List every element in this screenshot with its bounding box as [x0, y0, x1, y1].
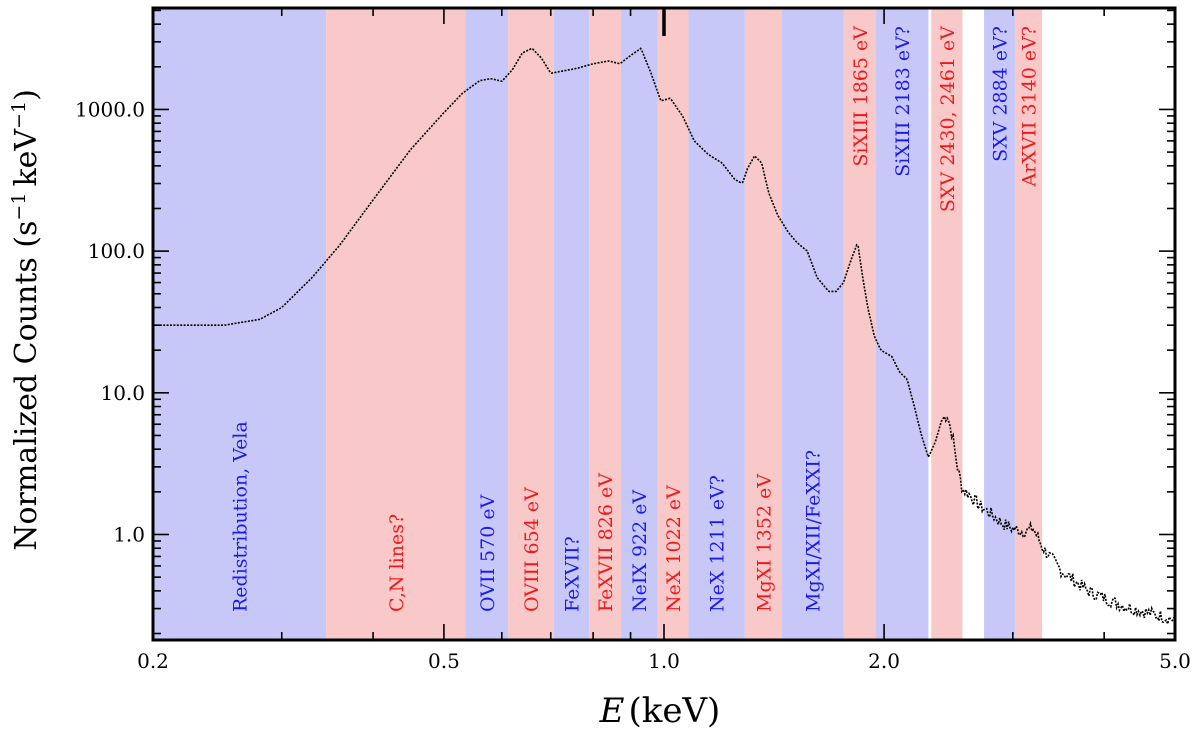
x-axis-variable: E: [599, 691, 625, 731]
band-label-7: NeX 1022 eV: [663, 485, 685, 612]
band-label-10: MgXI/XII/FeXXI?: [803, 450, 825, 612]
band-label-8: NeX 1211 eV?: [707, 475, 729, 612]
band-red-7: [657, 8, 689, 640]
tick-labels: 0.2 0.5 1.0 2.0 5.0 1.0 10.0 100.0 1000.0: [75, 97, 1191, 673]
band-label-4: FeXVII?: [562, 536, 584, 612]
y-tick-label: 1.0: [113, 522, 145, 546]
y-axis-title: Normalized Counts (s−1keV−1): [8, 89, 44, 551]
band-red-9: [744, 8, 782, 640]
x-tick-label: 0.2: [137, 649, 169, 673]
band-red-5: [589, 8, 621, 640]
band-blue-8: [688, 8, 745, 640]
band-label-3: OVIII 654 eV: [521, 487, 543, 612]
y-tick-label: 100.0: [88, 239, 145, 263]
band-label-9: MgXI 1352 eV: [753, 474, 775, 612]
band-label-11: SiXIII 1865 eV: [850, 26, 872, 167]
band-label-14: SXV 2884 eV?: [989, 26, 1011, 162]
x-axis-unit: (keV): [629, 691, 721, 731]
y-axis-exponent-2: −1: [8, 101, 30, 129]
y-axis-close: ): [9, 89, 44, 101]
band-label-1: C,N lines?: [386, 514, 408, 612]
band-label-5: FeXVII 826 eV: [595, 473, 617, 612]
x-tick-label: 1.0: [648, 649, 680, 673]
x-tick-label: 5.0: [1159, 649, 1191, 673]
band-blue-10: [781, 8, 844, 640]
band-label-12: SiXIII 2183 eV?: [892, 26, 914, 177]
band-blue-4: [553, 8, 590, 640]
band-red-11: [843, 8, 877, 640]
band-label-15: ArXVII 3140 eV?: [1019, 26, 1041, 188]
band-label-13: SXV 2430, 2461 eV: [937, 26, 959, 212]
x-tick-label: 0.5: [428, 649, 460, 673]
band-blue-14: [984, 8, 1015, 640]
y-axis-exponent-1: −1: [8, 193, 30, 221]
band-red-13: [931, 8, 963, 640]
y-axis-unit: keV: [9, 128, 44, 187]
y-tick-label: 1000.0: [75, 97, 145, 121]
band-blue-2: [465, 8, 509, 640]
band-blue-0: [153, 8, 327, 640]
x-axis-title: E (keV): [599, 691, 721, 731]
y-axis-label: Normalized Counts (s: [9, 221, 44, 551]
band-red-3: [508, 8, 554, 640]
band-labels: Redistribution, Vela C,N lines? OVII 570 e…: [230, 26, 1041, 612]
band-label-2: OVII 570 eV: [477, 494, 499, 612]
y-tick-label: 10.0: [100, 381, 145, 405]
spectrum-series: [153, 47, 1176, 627]
band-label-0: Redistribution, Vela: [230, 421, 252, 612]
band-blue-12: [876, 8, 929, 640]
x-tick-label: 2.0: [868, 649, 900, 673]
band-label-6: NeIX 922 eV: [629, 490, 651, 612]
band-blue-6: [620, 8, 658, 640]
